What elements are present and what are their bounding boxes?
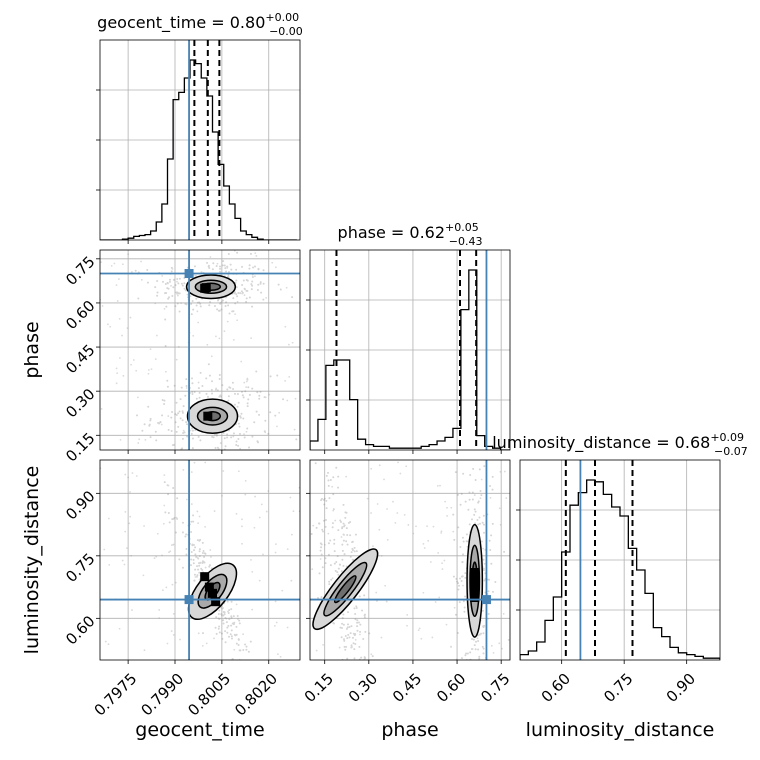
panel-geocent_time-vs-phase [96, 249, 301, 454]
histogram-step-line [520, 479, 720, 660]
y-tick-label: 0.75 [62, 253, 98, 289]
grid [310, 250, 510, 450]
x-tick-label: 0.45 [389, 670, 425, 706]
y-tick-label: 0.60 [62, 297, 98, 333]
panel-frame [99, 459, 301, 661]
hist-panel-geocent_time: geocent_time = 0.80+0.00 −0.00 [96, 11, 303, 244]
x-tick-label: 0.8005 [184, 670, 234, 720]
panel-title: phase = 0.62+0.05 −0.43 [338, 221, 483, 248]
y-axis-label: luminosity_distance [21, 466, 43, 655]
x-axis-label: geocent_time [135, 719, 264, 741]
density-peak-cell [201, 283, 211, 293]
y-tick-label: 0.30 [62, 385, 98, 421]
histogram-step-line [310, 269, 510, 450]
histogram-step-line [100, 59, 297, 240]
x-tick-label: 0.15 [301, 670, 337, 706]
y-tick-label: 0.60 [62, 612, 98, 648]
y-tick-label: 0.90 [62, 487, 98, 523]
truth-marker [184, 269, 194, 279]
panel-title: geocent_time = 0.80+0.00 −0.00 [97, 11, 303, 38]
density-peak-cell [470, 584, 480, 594]
density-peak-cell [208, 588, 217, 598]
panel-phase-vs-luminosity_distance [306, 459, 511, 664]
x-axis-label: phase [381, 719, 438, 741]
hist-panel-phase: phase = 0.62+0.05 −0.43 [306, 221, 511, 454]
density-peak-cell [203, 411, 213, 421]
density-peak-cell [470, 576, 480, 586]
y-tick-label: 0.75 [62, 550, 98, 586]
density-peak-cell [204, 582, 214, 592]
x-tick-label: 0.8020 [231, 670, 281, 720]
x-tick-label: 0.7975 [91, 670, 141, 720]
density-peak-cell [200, 572, 210, 582]
y-tick-label: 0.15 [62, 429, 98, 465]
x-tick-label: 0.60 [538, 670, 574, 706]
x-tick-label: 0.75 [600, 670, 636, 706]
x-tick-label: 0.7990 [138, 670, 188, 720]
density-contour [333, 575, 357, 604]
y-axis-label: phase [21, 321, 43, 378]
x-axis-label: luminosity_distance [526, 719, 715, 741]
panel-geocent_time-vs-luminosity_distance [96, 459, 301, 664]
x-tick-label: 0.60 [433, 670, 469, 706]
truth-marker [481, 595, 491, 605]
hist-panel-luminosity_distance: luminosity_distance = 0.68+0.09 −0.07 [492, 431, 748, 664]
x-tick-label: 0.75 [477, 670, 513, 706]
x-tick-label: 0.90 [663, 670, 699, 706]
x-tick-label: 0.30 [345, 670, 381, 706]
truth-marker [184, 595, 194, 605]
panel-frame [309, 459, 511, 661]
panel-frame [99, 249, 301, 451]
density-peak-cell [470, 593, 480, 602]
panel-title: luminosity_distance = 0.68+0.09 −0.07 [492, 431, 748, 458]
density-peak-cell [470, 568, 480, 577]
y-tick-label: 0.45 [62, 341, 98, 377]
density-peak-cell [211, 597, 221, 607]
grid [520, 460, 720, 660]
grid [100, 40, 300, 240]
